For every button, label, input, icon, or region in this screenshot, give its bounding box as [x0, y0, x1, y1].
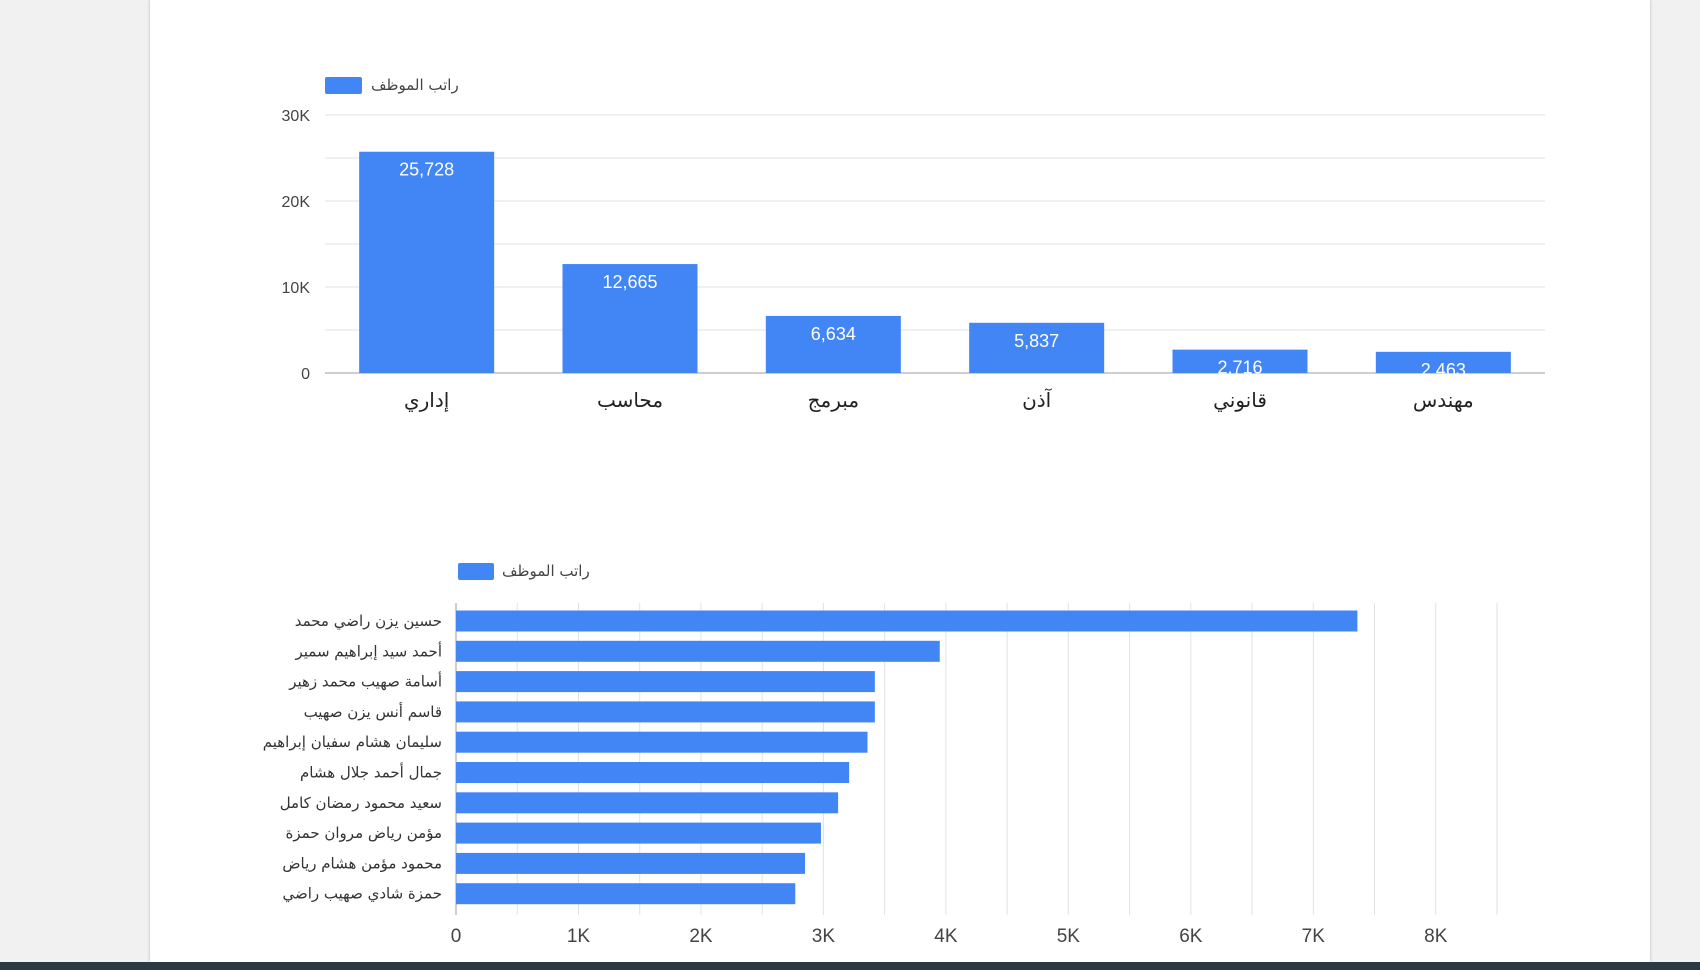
bar [456, 610, 1358, 632]
y-category-label: أسامة صهيب محمد زهير [288, 672, 442, 691]
y-category-label: مؤمن رياض مروان حمزة [286, 824, 442, 842]
bar [456, 731, 868, 753]
x-category-label: إداري [404, 388, 449, 413]
bar [969, 322, 1105, 373]
y-category-label: جمال أحمد جلال هشام [300, 763, 442, 782]
x-tick-label: 3K [812, 926, 836, 947]
legend-label: راتب الموظف [371, 76, 459, 94]
y-category-label: حسين يزن راضي محمد [295, 612, 442, 631]
x-category-label: محاسب [597, 388, 663, 412]
y-tick-label: 30K [282, 108, 311, 125]
y-tick-label: 10K [282, 280, 311, 297]
x-tick-label: 5K [1057, 926, 1081, 947]
y-tick-label: 0 [301, 366, 310, 383]
x-category-label: مهندس [1413, 388, 1474, 412]
bar [359, 151, 495, 373]
x-tick-label: 7K [1302, 926, 1326, 947]
x-category-label: آذن [1022, 387, 1053, 412]
bar [456, 822, 821, 844]
bar [456, 883, 796, 905]
bar [765, 315, 901, 373]
data-label: 2,716 [1217, 358, 1262, 378]
vertical-bar-chart: 0 10K 20K 30K 25,728 إداري 12,665 محاسب 6,634 مبر… [282, 76, 1545, 413]
legend-swatch [458, 563, 494, 580]
x-tick-label: 1K [567, 926, 591, 947]
y-category-label: أحمد سيد إبراهيم سمير [294, 641, 442, 660]
data-label: 2,463 [1421, 360, 1466, 380]
bar [456, 852, 806, 874]
bar [456, 792, 839, 814]
y-category-label: سعيد محمود رمضان كامل [280, 794, 442, 812]
data-label: 5,837 [1014, 331, 1059, 351]
bar [562, 264, 698, 373]
x-tick-label: 0 [451, 926, 462, 947]
legend-swatch [325, 77, 362, 94]
bar [1172, 349, 1308, 373]
y-tick-label: 20K [282, 194, 311, 211]
x-category-label: مبرمج [808, 388, 859, 412]
bar [456, 701, 875, 723]
y-category-label: قاسم أنس يزن صهيب [304, 702, 442, 721]
bottom-bar [0, 962, 1700, 970]
y-category-label: محمود مؤمن هشام رياض [282, 854, 442, 872]
legend-label: راتب الموظف [502, 562, 590, 580]
bar [1375, 351, 1511, 373]
bar [456, 762, 850, 783]
x-tick-label: 4K [934, 926, 958, 947]
bar [456, 671, 875, 693]
data-label: 12,665 [602, 272, 657, 292]
data-label: 6,634 [811, 324, 856, 344]
x-category-label: قانوني [1213, 388, 1267, 413]
vertical-scrollbar[interactable] [1682, 0, 1700, 962]
y-category-label: حمزة شادي صهيب راضي [283, 885, 443, 904]
data-label: 25,728 [399, 160, 454, 180]
x-tick-label: 6K [1179, 926, 1203, 947]
x-tick-label: 8K [1424, 926, 1448, 947]
x-tick-label: 2K [689, 926, 713, 947]
y-category-label: سليمان هشام سفيان إبراهيم [263, 733, 442, 751]
bar [456, 640, 940, 662]
